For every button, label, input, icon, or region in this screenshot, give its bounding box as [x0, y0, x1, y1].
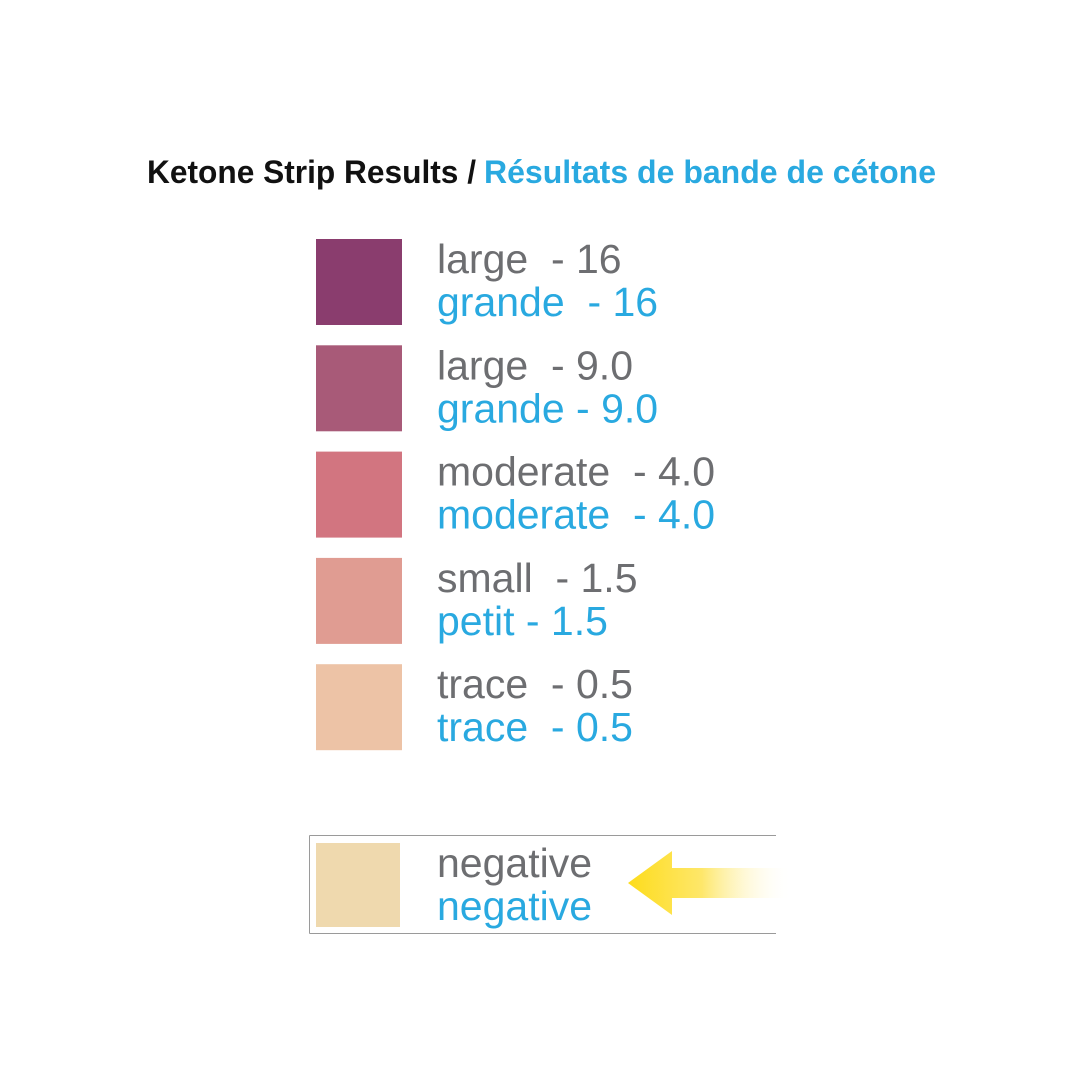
color-swatch [316, 345, 402, 432]
title-french: Résultats de bande de cétone [484, 154, 936, 190]
label-french: trace - 0.5 [437, 704, 633, 750]
label-english: small - 1.5 [437, 555, 638, 601]
label-english: trace - 0.5 [437, 661, 633, 707]
label-english: large - 16 [437, 236, 622, 282]
label-french: petit - 1.5 [437, 598, 608, 644]
label-english: large - 9.0 [437, 342, 633, 388]
label-english: moderate - 4.0 [437, 449, 715, 495]
color-swatch [316, 664, 402, 751]
color-swatch [316, 239, 402, 325]
color-swatch [316, 843, 400, 927]
title-english: Ketone Strip Results / [147, 154, 476, 190]
label-french: grande - 9.0 [437, 385, 658, 431]
label-english: negative [437, 840, 592, 886]
label-french: negative [437, 883, 592, 929]
label-french: grande - 16 [437, 279, 658, 325]
color-swatch [316, 557, 402, 644]
arrow [628, 851, 792, 915]
color-swatch [316, 451, 402, 538]
negative-frame [309, 835, 776, 934]
label-french: moderate - 4.0 [437, 492, 715, 538]
